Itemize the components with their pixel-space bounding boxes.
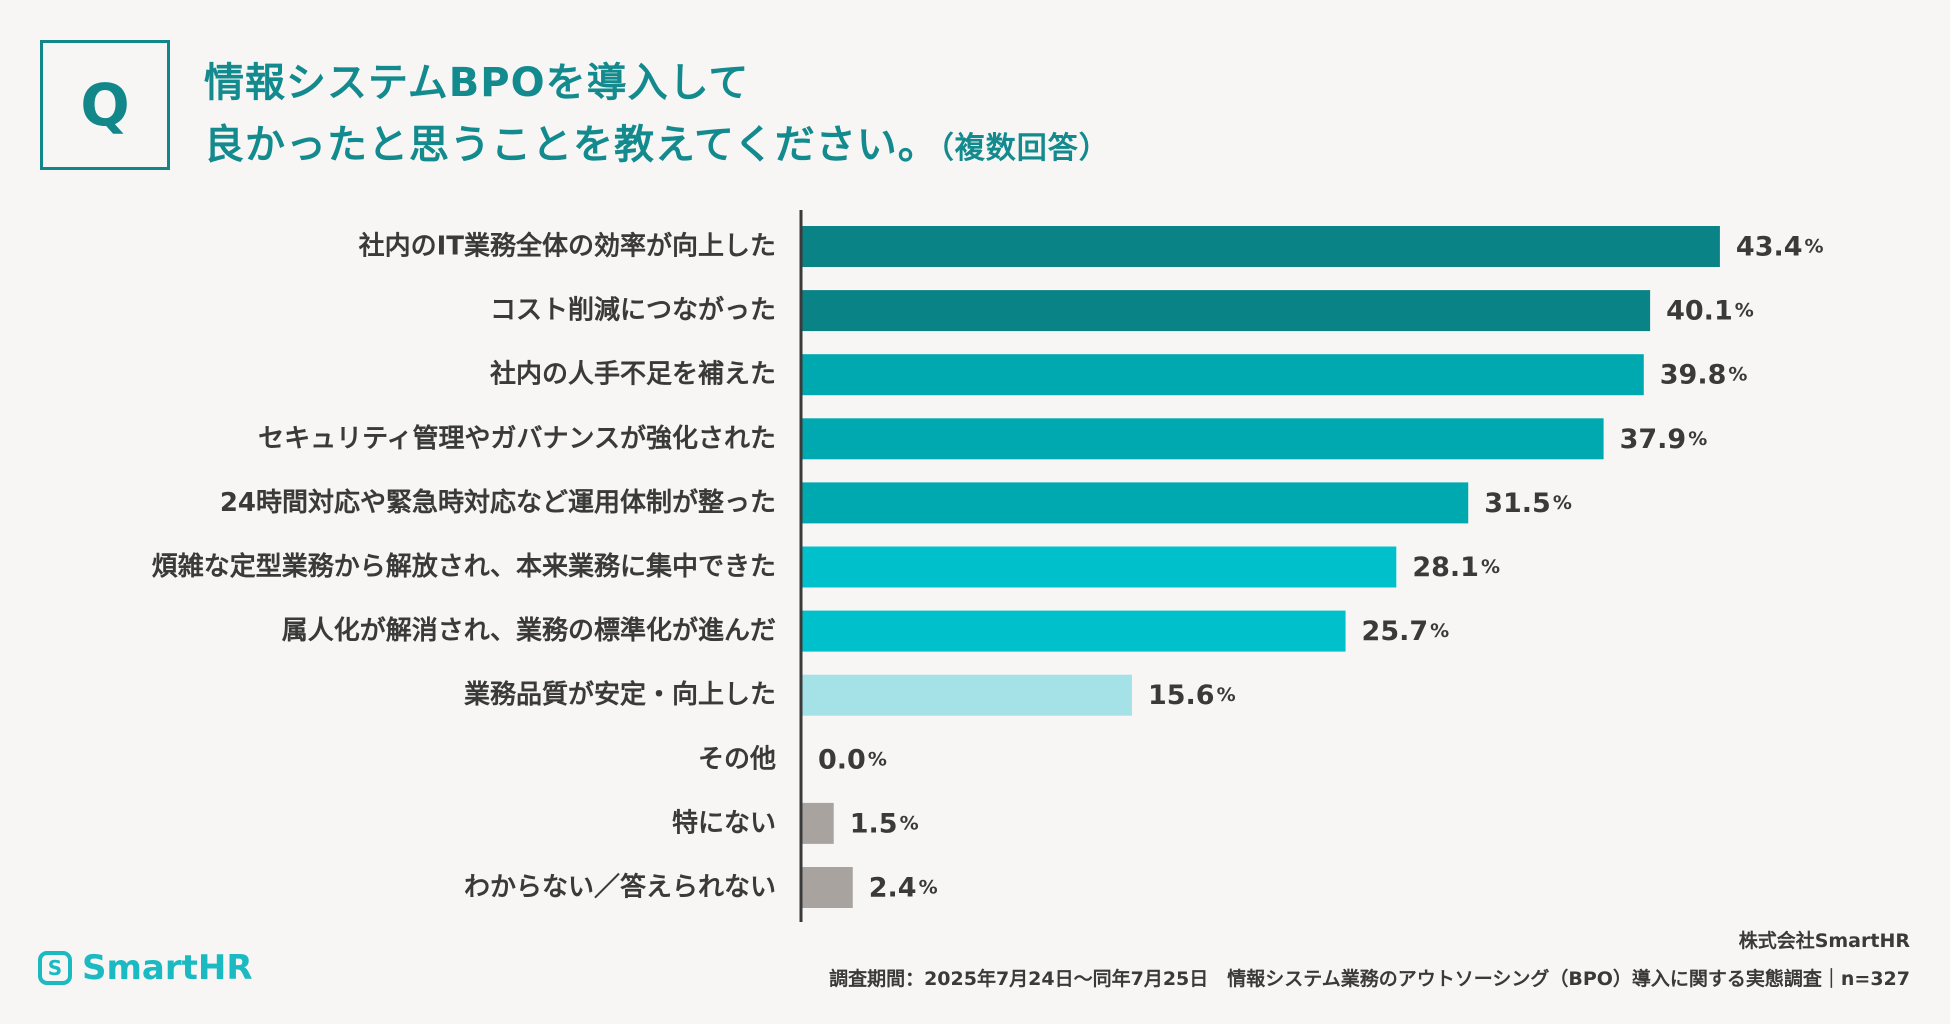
q-mark: Q [80,71,130,139]
value-label: 15.6% [1148,680,1236,711]
smarthr-logo-icon: S [38,951,72,985]
bar [802,546,1397,588]
category-label: 社内のIT業務全体の効率が向上した [359,231,776,262]
bar [802,418,1604,460]
category-label: 24時間対応や緊急時対応など運用体制が整った [220,487,776,518]
value-label: 28.1% [1412,552,1500,583]
category-label: 業務品質が安定・向上した [464,679,776,710]
category-label: 特にない [672,807,776,838]
value-label: 40.1% [1666,295,1754,326]
value-label: 31.5% [1484,487,1572,518]
category-label: 属人化が解消され、業務の標準化が進んだ [282,615,776,646]
question-title: 情報システムBPOを導入して 良かったと思うことを教えてください。（複数回答） [204,52,1110,180]
bar [802,867,853,908]
bars-layer: 社内のIT業務全体の効率が向上した 43.4 % コスト削減につながった 40.1 % 社内… [152,226,1824,908]
question-line-2: 良かったと思うことを教えてください。 [204,122,939,168]
question-mark-box: Q [40,40,170,170]
question-line-1: 情報システムBPOを導入して [204,60,750,106]
bar [802,290,1651,332]
bar [802,674,1132,716]
bar [802,226,1720,267]
bar [802,802,834,844]
value-label: 25.7% [1362,616,1450,647]
value-label: 43.4% [1736,231,1824,262]
value-label: 0.0% [818,744,887,775]
smarthr-logo: S SmartHR [38,948,253,988]
value-label: 39.8% [1660,359,1748,390]
category-label: セキュリティ管理やガバナンスが強化された [258,423,776,454]
bar [802,482,1469,524]
value-label: 1.5% [850,808,919,839]
company-name: 株式会社SmartHR [1738,930,1910,952]
value-label: 2.4% [869,872,938,903]
smarthr-logo-text: SmartHR [82,948,253,988]
bar [802,610,1346,652]
survey-note: 調査期間：2025年7月24日〜同年7月25日 情報システム業務のアウトソーシン… [829,968,1910,990]
category-label: コスト削減につながった [490,295,776,326]
category-label: その他 [698,744,776,774]
category-label: 煩雑な定型業務から解放され、本来業務に集中できた [152,551,776,582]
category-label: 社内の人手不足を補えた [490,359,776,390]
value-label: 37.9% [1620,423,1708,454]
category-label: わからない／答えられない [464,872,776,903]
question-note: （複数回答） [938,131,1110,166]
bar [802,354,1644,396]
